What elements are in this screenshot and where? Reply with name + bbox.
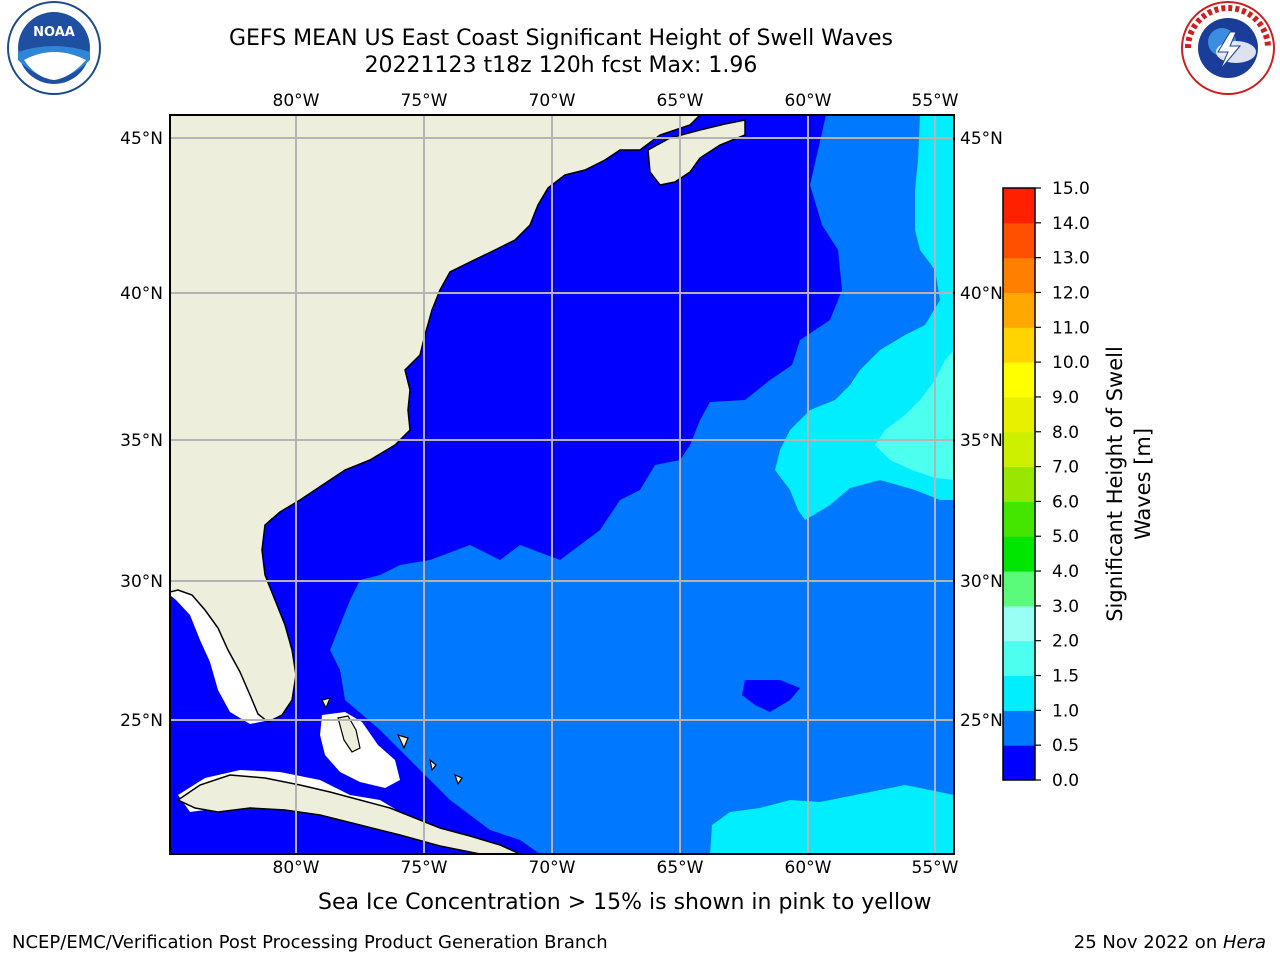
noaa-logo: NOAA xyxy=(7,1,101,95)
colorbar-level-label: 1.0 xyxy=(1052,701,1079,721)
lon-tick-top: 60°W xyxy=(785,91,832,111)
chart-title: GEFS MEAN US East Coast Significant Heig… xyxy=(228,26,894,51)
colorbar-level-label: 6.0 xyxy=(1052,492,1079,512)
colorbar-swatches xyxy=(1003,188,1035,781)
chart-subtitle: 20221123 t18z 120h fcst Max: 1.96 xyxy=(364,53,758,78)
colorbar-swatch xyxy=(1003,188,1035,224)
swell-region-1.0-1.5-south xyxy=(710,785,954,854)
colorbar-swatch xyxy=(1003,536,1035,572)
no-data-area-bahamas xyxy=(320,712,400,788)
lon-tick-top: 75°W xyxy=(401,91,448,111)
date-prefix: 25 Nov 2022 on xyxy=(1073,932,1223,953)
swell-region-0.0-0.5-patch xyxy=(742,680,800,712)
colorbar-level-label: 12.0 xyxy=(1052,283,1090,303)
lat-tick-right: 35°N xyxy=(960,431,1003,451)
lon-tick-top: 65°W xyxy=(657,91,704,111)
colorbar-level-label: 0.0 xyxy=(1052,771,1079,791)
land-nova-scotia xyxy=(647,119,746,186)
colorbar-swatch xyxy=(1003,222,1035,259)
colorbar-swatch xyxy=(1003,396,1035,433)
svg-text:NOAA: NOAA xyxy=(33,25,75,40)
lon-tick-top: 70°W xyxy=(529,91,576,111)
colorbar-level-label: 4.0 xyxy=(1052,562,1079,582)
lon-labels-top: 80°W 75°W 70°W 65°W 60°W 55°W xyxy=(273,91,959,111)
colorbar-level-label: 2.0 xyxy=(1052,632,1079,652)
colorbar-title: Significant Height of Swell xyxy=(1103,346,1127,622)
colorbar-swatch xyxy=(1003,675,1035,711)
lon-tick-bottom: 65°W xyxy=(657,858,704,878)
lat-tick-right: 45°N xyxy=(960,129,1003,149)
colorbar-swatch xyxy=(1003,745,1035,781)
colorbar-swatch xyxy=(1003,466,1035,502)
lon-tick-bottom: 80°W xyxy=(273,858,320,878)
colorbar-level-label: 3.0 xyxy=(1052,597,1079,617)
colorbar-swatch xyxy=(1003,605,1035,642)
lat-tick-left: 40°N xyxy=(120,284,163,304)
lat-tick-right: 30°N xyxy=(960,572,1003,592)
lon-tick-bottom: 60°W xyxy=(785,858,832,878)
colorbar-swatch xyxy=(1003,431,1035,468)
colorbar-title-units: Waves [m] xyxy=(1131,428,1155,540)
colorbar-level-label: 8.0 xyxy=(1052,423,1079,443)
colorbar-level-label: 11.0 xyxy=(1052,318,1090,338)
lon-tick-top: 55°W xyxy=(912,91,959,111)
colorbar-swatch xyxy=(1003,710,1035,746)
colorbar-level-label: 13.0 xyxy=(1052,249,1090,269)
colorbar-swatch xyxy=(1003,292,1035,328)
colorbar-swatch xyxy=(1003,257,1035,293)
lat-tick-right: 40°N xyxy=(960,284,1003,304)
colorbar-swatch xyxy=(1003,362,1035,398)
lat-tick-left: 45°N xyxy=(120,129,163,149)
lon-labels-bottom: 80°W 75°W 70°W 65°W 60°W 55°W xyxy=(273,858,959,878)
lon-tick-bottom: 75°W xyxy=(401,858,448,878)
colorbar-swatch xyxy=(1003,327,1035,363)
lon-tick-bottom: 70°W xyxy=(529,858,576,878)
colorbar-level-label: 15.0 xyxy=(1052,179,1090,199)
lat-tick-left: 35°N xyxy=(120,431,163,451)
colorbar-level-label: 0.5 xyxy=(1052,736,1079,756)
colorbar-labels: 0.0 0.5 1.0 1.5 2.0 3.0 4.0 5.0 6.0 7.0 8.0 9.0 10.0… xyxy=(1035,179,1090,791)
lat-tick-left: 25°N xyxy=(120,711,163,731)
nws-logo xyxy=(1181,1,1275,95)
land-bahamas xyxy=(321,697,463,786)
map-field xyxy=(170,115,954,854)
colorbar-swatch xyxy=(1003,501,1035,537)
lat-tick-right: 25°N xyxy=(960,711,1003,731)
date-text: 25 Nov 2022 on Hera xyxy=(1074,932,1266,953)
colorbar-level-label: 9.0 xyxy=(1052,388,1079,408)
colorbar-level-label: 10.0 xyxy=(1052,353,1090,373)
ice-note: Sea Ice Concentration > 15% is shown in … xyxy=(318,890,932,915)
land-cuba xyxy=(176,774,521,854)
colorbar-level-label: 1.5 xyxy=(1052,667,1079,687)
colorbar-swatch xyxy=(1003,640,1035,677)
land-north-america xyxy=(170,115,702,723)
colorbar-level-label: 5.0 xyxy=(1052,527,1079,547)
lat-labels-left: 45°N 40°N 35°N 30°N 25°N xyxy=(120,129,163,731)
credit-text: NCEP/EMC/Verification Post Processing Pr… xyxy=(12,932,608,953)
colorbar-level-label: 14.0 xyxy=(1052,214,1090,234)
map-frame xyxy=(169,114,955,855)
lat-tick-left: 30°N xyxy=(120,572,163,592)
lon-tick-bottom: 55°W xyxy=(912,858,959,878)
date-host: Hera xyxy=(1222,932,1266,953)
colorbar-level-label: 7.0 xyxy=(1052,458,1079,478)
colorbar-frame xyxy=(1002,187,1036,781)
gridlines xyxy=(170,115,954,854)
colorbar-swatch xyxy=(1003,571,1035,607)
lat-labels-right: 45°N 40°N 35°N 30°N 25°N xyxy=(960,129,1003,731)
lon-tick-top: 80°W xyxy=(273,91,320,111)
